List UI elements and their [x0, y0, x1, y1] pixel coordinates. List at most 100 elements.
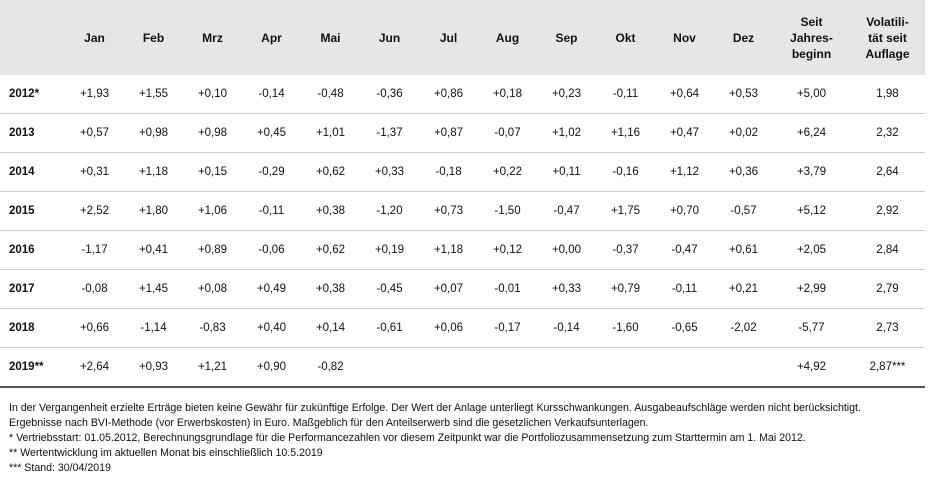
column-header: Volatili-tät seit Auflage [850, 0, 925, 75]
year-cell: 2012* [0, 75, 65, 114]
year-cell: 2018 [0, 308, 65, 348]
month-cell: +2,52 [65, 191, 124, 231]
month-cell: +0,86 [419, 75, 478, 114]
header-line: Jan [84, 30, 105, 45]
year-cell: 2019** [0, 347, 65, 388]
year-cell: 2014 [0, 152, 65, 192]
month-cell: -0,08 [65, 269, 124, 309]
column-header: Jul [419, 0, 478, 75]
header-line: Jahres- [790, 30, 833, 45]
column-header: Jun [360, 0, 419, 75]
month-cell: +1,12 [655, 152, 714, 192]
header-line: Sep [555, 30, 578, 45]
month-cell: +0,06 [419, 308, 478, 348]
header-line: Nov [673, 30, 696, 45]
column-header: Mai [301, 0, 360, 75]
month-cell: +0,47 [655, 113, 714, 153]
ytd-cell: -5,77 [773, 308, 850, 348]
empty-cell [360, 347, 419, 388]
table-row: 2016 -1,17 +0,41 +0,89 -0,06 +0,62 +0,19 +1,18 +… [0, 230, 925, 270]
volatility-cell: 1,98 [850, 75, 925, 114]
month-cell: -0,36 [360, 75, 419, 114]
table-row: 2019** +2,64 +0,93 +1,21 +0,90 -0,82 +4,92 2,87… [0, 347, 925, 388]
empty-cell [419, 347, 478, 388]
ytd-cell: +6,24 [773, 113, 850, 153]
table-row: 2018 +0,66 -1,14 -0,83 +0,40 +0,14 -0,61 +0,06-… [0, 308, 925, 348]
column-header: Aug [478, 0, 537, 75]
month-cell: +0,61 [714, 230, 773, 270]
month-cell: +0,40 [242, 308, 301, 348]
month-cell: +0,79 [596, 269, 655, 309]
month-cell: +0,10 [183, 75, 242, 114]
month-cell: +1,93 [65, 75, 124, 114]
month-cell: -0,83 [183, 308, 242, 348]
header-line: Feb [142, 30, 165, 45]
month-cell: -0,82 [301, 347, 360, 388]
month-cell: +0,57 [65, 113, 124, 153]
month-cell: +0,14 [301, 308, 360, 348]
month-cell: +1,21 [183, 347, 242, 388]
month-cell: +0,98 [183, 113, 242, 153]
month-cell: +1,45 [124, 269, 183, 309]
header-line: Seit [800, 14, 823, 29]
year-cell: 2013 [0, 113, 65, 153]
month-cell: -0,14 [242, 75, 301, 114]
column-header: Dez [714, 0, 773, 75]
ytd-cell: +2,99 [773, 269, 850, 309]
month-cell: +0,38 [301, 191, 360, 231]
month-cell: -0,06 [242, 230, 301, 270]
month-cell: -0,11 [596, 75, 655, 114]
month-cell: +0,45 [242, 113, 301, 153]
month-cell: +1,06 [183, 191, 242, 231]
header-line: Okt [615, 30, 636, 45]
month-cell: -1,50 [478, 191, 537, 231]
column-header: Feb [124, 0, 183, 75]
table-row: 2014 +0,31 +1,18 +0,15 -0,29 +0,62 +0,33 -0,18 +… [0, 152, 925, 192]
footnote: Ergebnisse nach BVI-Methode (vor Erwerbs… [9, 417, 649, 429]
month-cell: -0,11 [655, 269, 714, 309]
month-cell: +0,93 [124, 347, 183, 388]
year-cell: 2015 [0, 191, 65, 231]
month-cell: -0,29 [242, 152, 301, 192]
column-header: Okt [596, 0, 655, 75]
footnote: * Vertriebsstart: 01.05.2012, Berechnung… [9, 432, 806, 444]
month-cell: +0,38 [301, 269, 360, 309]
month-cell: +0,90 [242, 347, 301, 388]
month-cell: +0,19 [360, 230, 419, 270]
month-cell: -1,17 [65, 230, 124, 270]
month-cell: +0,36 [714, 152, 773, 192]
volatility-cell: 2,87*** [850, 347, 925, 388]
month-cell: +0,22 [478, 152, 537, 192]
month-cell: +0,07 [419, 269, 478, 309]
month-cell: +0,73 [419, 191, 478, 231]
month-cell: +0,89 [183, 230, 242, 270]
year-cell: 2017 [0, 269, 65, 309]
month-cell: -0,07 [478, 113, 537, 153]
ytd-cell: +2,05 [773, 230, 850, 270]
month-cell: -1,20 [360, 191, 419, 231]
month-cell: +1,75 [596, 191, 655, 231]
month-cell: +2,64 [65, 347, 124, 388]
header-line: Mrz [202, 30, 223, 45]
header-line: Aug [495, 30, 520, 45]
month-cell: +1,55 [124, 75, 183, 114]
month-cell: +0,23 [537, 75, 596, 114]
column-header: Jan [65, 0, 124, 75]
month-cell: +0,08 [183, 269, 242, 309]
month-cell: -0,61 [360, 308, 419, 348]
month-cell: -0,01 [478, 269, 537, 309]
empty-cell [478, 347, 537, 388]
header-line: Jun [378, 30, 401, 45]
column-header: Apr [242, 0, 301, 75]
empty-cell [537, 347, 596, 388]
header-line: Apr [261, 30, 282, 45]
month-cell: -0,18 [419, 152, 478, 192]
month-cell: -0,65 [655, 308, 714, 348]
table-row: 2015 +2,52 +1,80 +1,06 -0,11 +0,38 -1,20 +0,73-… [0, 191, 925, 231]
performance-table: Jan Feb Mrz Apr Mai Jun Jul Aug Sep Okt Nov Dez Seit… [0, 0, 925, 388]
ytd-cell: +5,00 [773, 75, 850, 114]
empty-cell [714, 347, 773, 388]
month-cell: -2,02 [714, 308, 773, 348]
month-cell: +0,02 [714, 113, 773, 153]
month-cell: -0,14 [537, 308, 596, 348]
